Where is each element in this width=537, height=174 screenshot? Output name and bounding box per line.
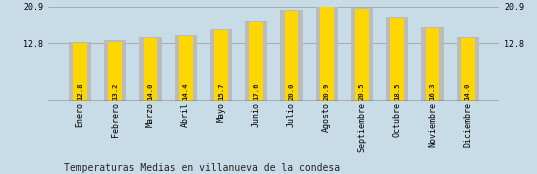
Bar bbox=[320, 7, 333, 101]
Bar bbox=[143, 38, 157, 101]
Bar bbox=[214, 30, 228, 101]
Bar bbox=[390, 18, 404, 101]
Text: 15.7: 15.7 bbox=[218, 83, 224, 100]
Text: 13.2: 13.2 bbox=[112, 83, 118, 100]
Text: 20.0: 20.0 bbox=[288, 83, 294, 100]
Bar bbox=[422, 26, 444, 101]
Bar bbox=[425, 28, 439, 101]
Bar bbox=[249, 22, 263, 101]
Bar bbox=[104, 40, 126, 101]
Bar bbox=[69, 42, 91, 101]
Text: 18.5: 18.5 bbox=[394, 83, 400, 100]
Text: 17.6: 17.6 bbox=[253, 83, 259, 100]
Bar bbox=[139, 37, 162, 101]
Bar bbox=[461, 38, 475, 101]
Bar bbox=[285, 11, 299, 101]
Text: 12.8: 12.8 bbox=[77, 83, 83, 100]
Text: 14.0: 14.0 bbox=[465, 83, 471, 100]
Text: 14.4: 14.4 bbox=[183, 83, 188, 100]
Bar bbox=[210, 29, 232, 101]
Bar bbox=[351, 8, 373, 101]
Text: 20.5: 20.5 bbox=[359, 83, 365, 100]
Bar bbox=[280, 10, 303, 101]
Bar bbox=[355, 9, 369, 101]
Bar bbox=[175, 35, 197, 101]
Text: 14.0: 14.0 bbox=[148, 83, 154, 100]
Text: Temperaturas Medias en villanueva de la condesa: Temperaturas Medias en villanueva de la … bbox=[64, 163, 340, 173]
Bar bbox=[456, 37, 479, 101]
Text: 20.9: 20.9 bbox=[324, 83, 330, 100]
Bar bbox=[108, 42, 122, 101]
Bar bbox=[316, 6, 338, 101]
Bar bbox=[386, 17, 409, 101]
Bar bbox=[73, 43, 87, 101]
Bar bbox=[245, 21, 267, 101]
Text: 16.3: 16.3 bbox=[430, 83, 436, 100]
Bar bbox=[179, 36, 193, 101]
